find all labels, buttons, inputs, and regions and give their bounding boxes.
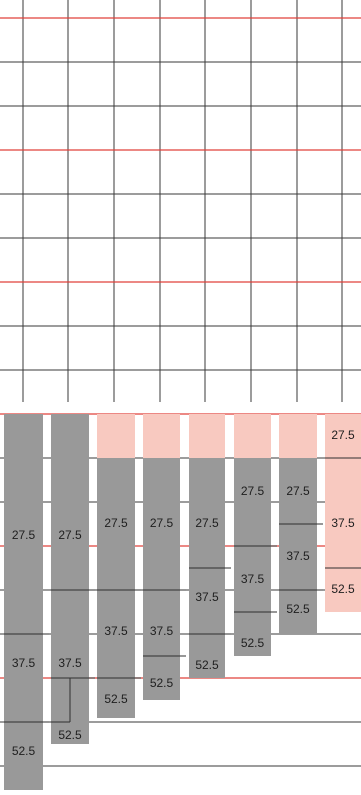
- value-label: 37.5: [241, 572, 265, 586]
- column-7: 27.5 37.5 52.5: [279, 414, 323, 634]
- column-2: 27.5 37.5 52.5: [51, 414, 95, 744]
- value-label: 27.5: [58, 528, 82, 542]
- highlight-cap: [279, 414, 317, 458]
- value-label: 52.5: [241, 636, 265, 650]
- value-label: 27.5: [195, 516, 219, 530]
- value-label: 37.5: [12, 656, 36, 670]
- value-label: 27.5: [150, 516, 174, 530]
- highlight-cap: [189, 414, 225, 458]
- value-label: 27.5: [12, 528, 36, 542]
- column-3: 27.5 37.5 52.5: [97, 414, 141, 718]
- value-label: 52.5: [12, 744, 36, 758]
- column-5: 27.5 37.5 52.5: [189, 414, 231, 678]
- value-label: 52.5: [331, 582, 355, 596]
- value-label: 27.5: [286, 484, 310, 498]
- value-label: 37.5: [195, 590, 219, 604]
- value-label: 37.5: [150, 624, 174, 638]
- value-label: 37.5: [331, 516, 355, 530]
- column-bar: [143, 458, 180, 700]
- value-label: 37.5: [286, 549, 310, 563]
- value-label: 27.5: [331, 428, 355, 442]
- value-label: 37.5: [58, 656, 82, 670]
- column-1: 27.5 37.5 52.5: [4, 414, 49, 790]
- highlight-bar: [325, 414, 361, 612]
- column-bar: [97, 458, 135, 718]
- value-label: 37.5: [104, 624, 128, 638]
- value-label: 27.5: [241, 484, 265, 498]
- value-label: 52.5: [286, 602, 310, 616]
- value-label: 52.5: [195, 658, 219, 672]
- columns: 27.537.552.527.537.552.527.537.552.527.5…: [4, 414, 361, 790]
- column-8: 27.5 37.5 52.5: [325, 414, 361, 612]
- column-4: 27.5 37.5 52.5: [143, 414, 186, 700]
- value-label: 27.5: [104, 516, 128, 530]
- value-label: 52.5: [104, 692, 128, 706]
- column-bar: [279, 458, 317, 634]
- column-bar: [4, 414, 43, 790]
- highlight-cap: [97, 414, 135, 458]
- value-label: 52.5: [58, 728, 82, 742]
- column-bar: [234, 458, 271, 656]
- column-6: 27.5 37.5 52.5: [234, 414, 277, 656]
- highlight-cap: [234, 414, 271, 458]
- highlight-cap: [143, 414, 180, 458]
- value-label: 52.5: [150, 676, 174, 690]
